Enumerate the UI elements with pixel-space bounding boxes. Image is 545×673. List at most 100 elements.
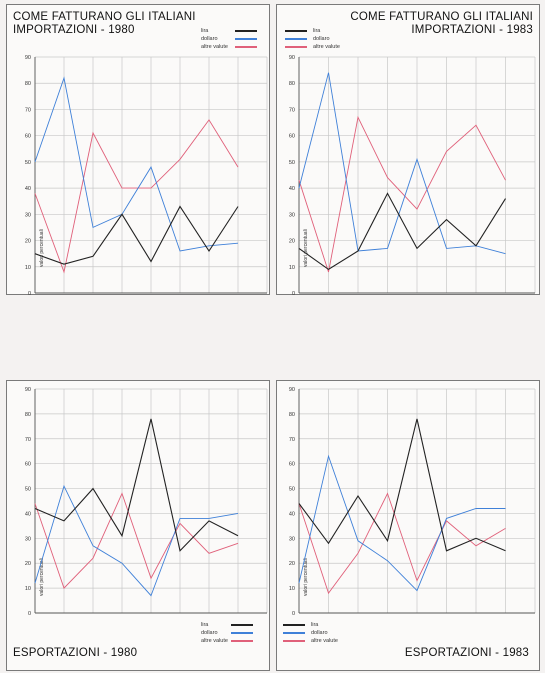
chart-panel-importazioni-1980: COME FATTURANO GLI ITALIANI IMPORTAZIONI…: [6, 4, 270, 296]
y-tick-label: 60: [289, 134, 295, 140]
legend-item-altre: altre valute: [285, 43, 340, 51]
legend-item-dollaro: dollaro: [197, 35, 263, 43]
legend-swatch-altre: [285, 45, 307, 49]
legend-swatch-dollaro: [283, 631, 305, 635]
legend-swatch-lira: [285, 29, 307, 33]
y-tick-label: 50: [25, 487, 31, 493]
y-tick-label: 10: [25, 265, 31, 271]
y-tick-label: 40: [289, 511, 295, 517]
legend-label-altre: altre valute: [313, 44, 340, 50]
chart-panel-esportazioni-1983: 0 10 20 30 40 50 60 70 80 90 valori percentuali li…: [276, 380, 540, 671]
y-tick-label: 60: [25, 134, 31, 140]
panel-title: ESPORTAZIONI - 1980: [13, 647, 138, 659]
y-tick-label: 90: [289, 55, 295, 61]
y-tick-label: 10: [25, 586, 31, 592]
legend-item-dollaro: dollaro: [201, 629, 259, 637]
y-tick-label: 80: [25, 81, 31, 87]
legend: lira dollaro altre valute: [283, 621, 338, 645]
series-line-dollaro: [298, 454, 506, 592]
y-tick-label: 90: [25, 55, 31, 61]
series-line-lira: [298, 418, 506, 552]
legend-item-lira: lira: [283, 621, 338, 629]
y-tick-label: 10: [289, 265, 295, 271]
panel-title-line-1: COME FATTURANO GLI ITALIANI: [350, 11, 533, 23]
y-tick-label: 0: [292, 611, 295, 617]
legend-swatch-altre: [235, 45, 257, 49]
series-line-lira: [34, 205, 239, 265]
y-tick-label: 40: [25, 511, 31, 517]
y-tick-label: 80: [25, 412, 31, 418]
y-axis-label: valori percentuali: [39, 558, 45, 596]
y-tick-label: 50: [289, 160, 295, 166]
legend-swatch-altre: [283, 639, 305, 643]
legend-swatch-altre: [231, 639, 253, 643]
legend-swatch-dollaro: [285, 37, 307, 41]
series-line-lira: [34, 418, 239, 552]
series-line-dollaro: [298, 72, 506, 255]
legend-item-altre: altre valute: [283, 637, 338, 645]
y-tick-label: 40: [25, 186, 31, 192]
panel-title-line-1: COME FATTURANO GLI ITALIANI: [13, 11, 196, 23]
legend-label-lira: lira: [201, 622, 209, 628]
legend-label-dollaro: dollaro: [311, 630, 328, 636]
y-tick-label: 70: [25, 437, 31, 443]
legend-swatch-lira: [283, 623, 305, 627]
legend: lira dollaro altre valute: [201, 621, 259, 645]
y-tick-label: 0: [28, 611, 31, 617]
y-axis-label: valori percentuali: [303, 229, 309, 267]
series-line-altre-valute: [298, 492, 506, 595]
legend-item-altre: altre valute: [201, 637, 259, 645]
y-tick-label: 0: [292, 291, 295, 296]
y-tick-label: 30: [289, 212, 295, 218]
chart-panel-esportazioni-1980: 0 10 20 30 40 50 60 70 80 90 valori percentuali li…: [6, 380, 270, 671]
legend-swatch-lira: [235, 29, 257, 33]
series-line-dollaro: [34, 484, 239, 597]
series-line-dollaro: [34, 76, 239, 252]
y-tick-label: 80: [289, 81, 295, 87]
y-tick-label: 50: [25, 160, 31, 166]
panel-title-line-2: IMPORTAZIONI - 1980: [13, 24, 135, 36]
y-tick-label: 60: [25, 462, 31, 468]
y-tick-label: 30: [25, 212, 31, 218]
legend-label-lira: lira: [311, 622, 319, 628]
y-axis-label: valori percentuali: [303, 558, 309, 596]
legend-item-lira: lira: [285, 27, 340, 35]
legend-item-dollaro: dollaro: [285, 35, 340, 43]
legend: lira dollaro altre valute: [197, 27, 263, 51]
panel-title-line-2: IMPORTAZIONI - 1983: [411, 24, 533, 36]
y-tick-label: 60: [289, 462, 295, 468]
legend-label-lira: lira: [201, 28, 209, 34]
y-tick-label: 30: [289, 536, 295, 542]
y-tick-label: 50: [289, 487, 295, 493]
series-line-altre-valute: [34, 492, 239, 589]
y-tick-label: 20: [25, 561, 31, 567]
y-tick-label: 20: [25, 239, 31, 245]
y-tick-label: 30: [25, 536, 31, 542]
y-axis-label: valori percentuali: [39, 229, 45, 267]
series-line-lira: [298, 192, 506, 271]
legend-swatch-lira: [231, 623, 253, 627]
chart-panel-importazioni-1983: COME FATTURANO GLI ITALIANI IMPORTAZIONI…: [276, 4, 540, 296]
y-tick-label: 20: [289, 239, 295, 245]
y-tick-label: 70: [289, 437, 295, 443]
legend-swatch-dollaro: [231, 631, 253, 635]
legend-label-dollaro: dollaro: [201, 36, 218, 42]
series-line-altre-valute: [298, 115, 506, 273]
legend-swatch-dollaro: [235, 37, 257, 41]
y-tick-label: 10: [289, 586, 295, 592]
y-tick-label: 70: [25, 107, 31, 113]
y-tick-label: 90: [289, 387, 295, 393]
series-line-altre-valute: [34, 119, 239, 274]
legend-item-lira: lira: [201, 621, 259, 629]
legend-label-lira: lira: [313, 28, 321, 34]
legend-label-altre: altre valute: [201, 638, 228, 644]
y-tick-label: 90: [25, 387, 31, 393]
y-tick-label: 40: [289, 186, 295, 192]
legend-label-altre: altre valute: [201, 44, 228, 50]
y-tick-label: 0: [28, 291, 31, 296]
legend-item-lira: lira: [197, 27, 263, 35]
y-tick-label: 80: [289, 412, 295, 418]
y-tick-label: 70: [289, 107, 295, 113]
